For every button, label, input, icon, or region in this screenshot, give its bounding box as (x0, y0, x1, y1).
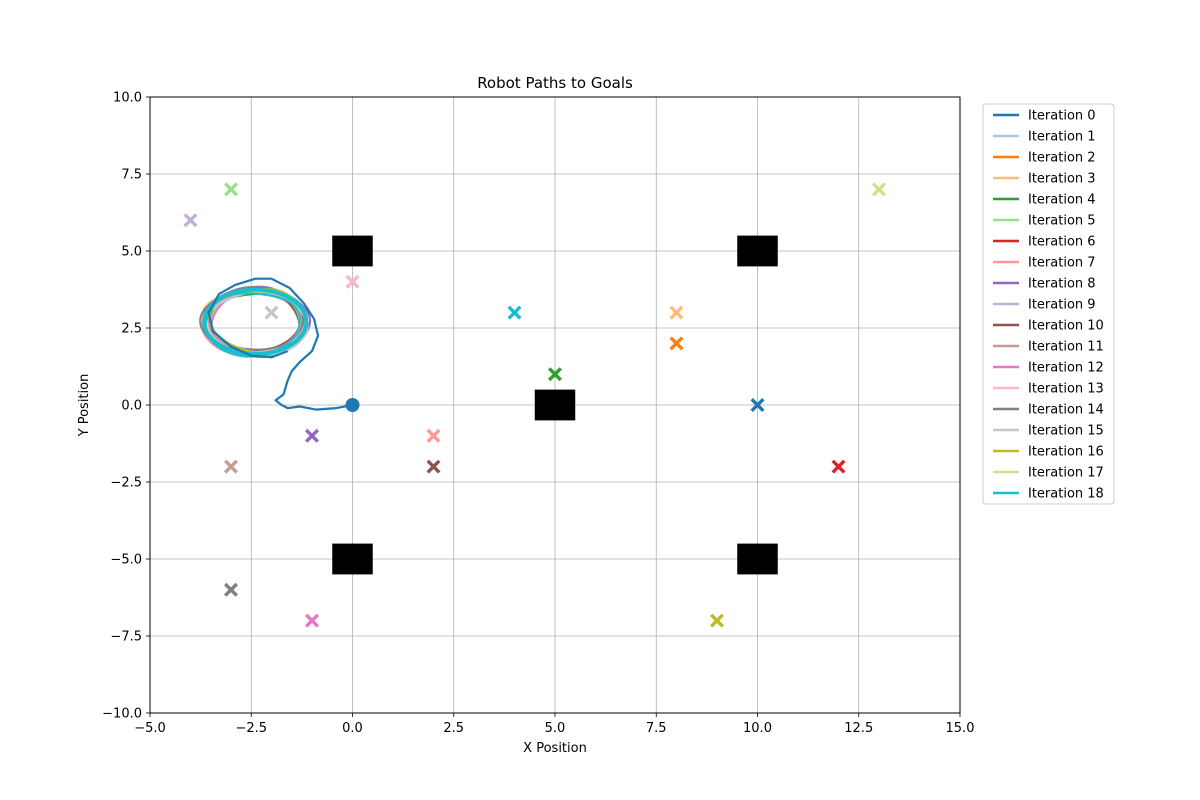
legend-label: Iteration 5 (1028, 214, 1096, 229)
x-axis-label: X Position (523, 741, 587, 756)
legend-label: Iteration 12 (1028, 361, 1104, 376)
goal-marker (183, 213, 198, 228)
goal-marker (264, 305, 279, 320)
legend-items: Iteration 0 Iteration 1 Iteration 2 Iterati… (993, 109, 1104, 502)
y-tick-label: 7.5 (121, 168, 142, 183)
legend-label: Iteration 17 (1028, 466, 1104, 481)
legend-label: Iteration 11 (1028, 340, 1104, 355)
axis-ticks: −5.0 −2.5 0.0 2.5 5.0 7.5 10.0 12.5 15.0 −10.0 −7.… (102, 91, 974, 737)
x-tick-label: 0.0 (342, 721, 363, 736)
obstacle (332, 543, 373, 575)
x-tick-label: −5.0 (134, 721, 166, 736)
x-tick-label: 15.0 (946, 721, 975, 736)
y-tick-label: −10.0 (102, 707, 142, 722)
chart-title: Robot Paths to Goals (477, 74, 633, 92)
y-tick-label: 5.0 (121, 245, 142, 260)
x-tick-label: −2.5 (235, 721, 267, 736)
goal-marker (305, 613, 319, 628)
legend-label: Iteration 7 (1028, 256, 1096, 271)
obstacle (737, 235, 778, 267)
x-tick-label: 5.0 (545, 721, 566, 736)
goal-marker (426, 428, 441, 443)
goal-marker (669, 336, 684, 351)
legend: Iteration 0 Iteration 1 Iteration 2 Iterati… (982, 103, 1115, 505)
robot-paths (199, 277, 360, 412)
legend-label: Iteration 4 (1028, 193, 1096, 208)
goal-marker (548, 367, 562, 382)
start-point (345, 398, 360, 412)
legend-label: Iteration 1 (1028, 130, 1096, 145)
robot-path (207, 277, 353, 411)
goal-marker (345, 274, 360, 289)
x-tick-label: 10.0 (743, 721, 772, 736)
goal-marker (831, 459, 846, 474)
legend-label: Iteration 10 (1028, 319, 1104, 334)
goal-marker (710, 613, 724, 628)
goal-marker (750, 398, 765, 412)
obstacle (534, 389, 576, 421)
y-axis-label: Y Position (77, 374, 92, 438)
legend-frame (982, 103, 1115, 505)
obstacle (737, 543, 778, 575)
goal-marker (507, 305, 522, 320)
legend-label: Iteration 2 (1028, 151, 1096, 166)
x-tick-label: 12.5 (844, 721, 873, 736)
goal-marker (669, 305, 684, 320)
robot-path (202, 287, 309, 357)
x-tick-label: 7.5 (646, 721, 667, 736)
legend-label: Iteration 6 (1028, 235, 1096, 250)
goal-marker (224, 459, 238, 474)
y-tick-label: 10.0 (113, 91, 142, 106)
legend-label: Iteration 0 (1028, 109, 1096, 124)
goal-marker (872, 182, 886, 197)
legend-label: Iteration 13 (1028, 382, 1104, 397)
x-tick-label: 2.5 (443, 721, 464, 736)
legend-label: Iteration 3 (1028, 172, 1096, 187)
goal-marker (305, 428, 319, 443)
legend-label: Iteration 8 (1028, 277, 1096, 292)
goal-markers (183, 182, 886, 628)
goal-marker (224, 582, 238, 597)
legend-label: Iteration 9 (1028, 298, 1096, 313)
y-tick-label: −5.0 (110, 553, 142, 568)
obstacle (332, 235, 373, 267)
goal-marker (426, 459, 441, 474)
y-tick-label: −7.5 (110, 630, 142, 645)
legend-label: Iteration 14 (1028, 403, 1104, 418)
y-tick-label: 2.5 (121, 322, 142, 337)
y-tick-label: 0.0 (121, 399, 142, 414)
obstacles (332, 235, 778, 575)
goal-marker (224, 182, 238, 197)
y-tick-label: −2.5 (110, 476, 142, 491)
legend-label: Iteration 16 (1028, 445, 1104, 460)
legend-label: Iteration 18 (1028, 487, 1104, 502)
legend-label: Iteration 15 (1028, 424, 1104, 439)
